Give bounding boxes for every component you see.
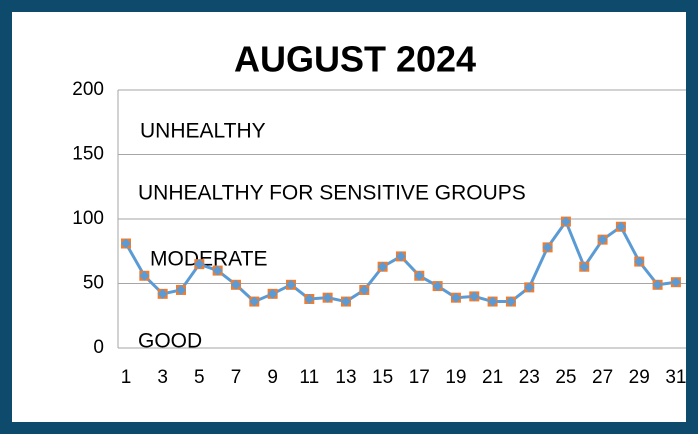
- x-tick-label: 19: [445, 367, 466, 388]
- marker-diamond: [670, 277, 681, 288]
- marker-diamond: [469, 291, 480, 302]
- y-tick-label: 100: [72, 208, 104, 229]
- marker-diamond: [652, 279, 663, 290]
- chart-title: AUGUST 2024: [234, 39, 476, 80]
- x-tick-label: 29: [629, 367, 650, 388]
- x-tick-label: 1: [121, 367, 132, 388]
- x-tick-label: 21: [482, 367, 503, 388]
- marker-diamond: [285, 279, 296, 290]
- marker-diamond: [157, 288, 168, 299]
- x-tick-label: 31: [665, 367, 686, 388]
- marker-diamond: [139, 270, 150, 281]
- marker-diamond: [175, 284, 186, 295]
- x-tick-label: 11: [299, 367, 319, 388]
- marker-diamond: [597, 234, 608, 245]
- x-tick-label: 25: [555, 367, 576, 388]
- marker-diamond: [304, 293, 315, 304]
- marker-diamond: [377, 261, 388, 272]
- marker-diamond: [560, 216, 571, 227]
- x-tick-label: 13: [335, 367, 356, 388]
- annotation: MODERATE: [150, 248, 267, 271]
- chart: AUGUST 2024 0 50 100 150 200 UNHEALTHY UNHEALT…: [12, 12, 686, 422]
- marker-diamond: [249, 296, 260, 307]
- marker-diamond: [212, 265, 223, 276]
- marker-diamond: [230, 279, 241, 290]
- x-tick-label: 27: [592, 367, 613, 388]
- marker-diamond: [487, 296, 498, 307]
- marker-diamond: [340, 296, 351, 307]
- marker-diamond: [322, 292, 333, 303]
- marker-diamond: [579, 261, 590, 272]
- marker-diamond: [505, 296, 516, 307]
- annotation: UNHEALTHY FOR SENSITIVE GROUPS: [138, 182, 526, 205]
- x-tick-label: 9: [267, 367, 278, 388]
- marker-diamond: [414, 270, 425, 281]
- x-tick-label: 23: [519, 367, 540, 388]
- marker-diamond: [194, 259, 205, 270]
- y-tick-label: 200: [72, 79, 104, 100]
- marker-diamond: [524, 282, 535, 293]
- y-tick-label: 0: [93, 337, 104, 358]
- y-tick-label: 150: [72, 144, 104, 165]
- marker-diamond: [450, 292, 461, 303]
- marker-diamond: [359, 284, 370, 295]
- annotation: GOOD: [138, 330, 202, 353]
- marker-diamond: [615, 221, 626, 232]
- y-tick-label: 50: [83, 273, 104, 294]
- x-tick-label: 17: [409, 367, 430, 388]
- marker-diamond: [432, 281, 443, 292]
- marker-diamond: [395, 251, 406, 262]
- x-tick-label: 5: [194, 367, 205, 388]
- x-tick-label: 7: [231, 367, 242, 388]
- x-tick-label: 15: [372, 367, 393, 388]
- marker-diamond: [267, 288, 278, 299]
- annotation: UNHEALTHY: [140, 120, 266, 143]
- marker-diamond: [121, 238, 131, 249]
- marker-diamond: [634, 256, 645, 267]
- marker-diamond: [542, 242, 553, 253]
- x-tick-label: 3: [157, 367, 168, 388]
